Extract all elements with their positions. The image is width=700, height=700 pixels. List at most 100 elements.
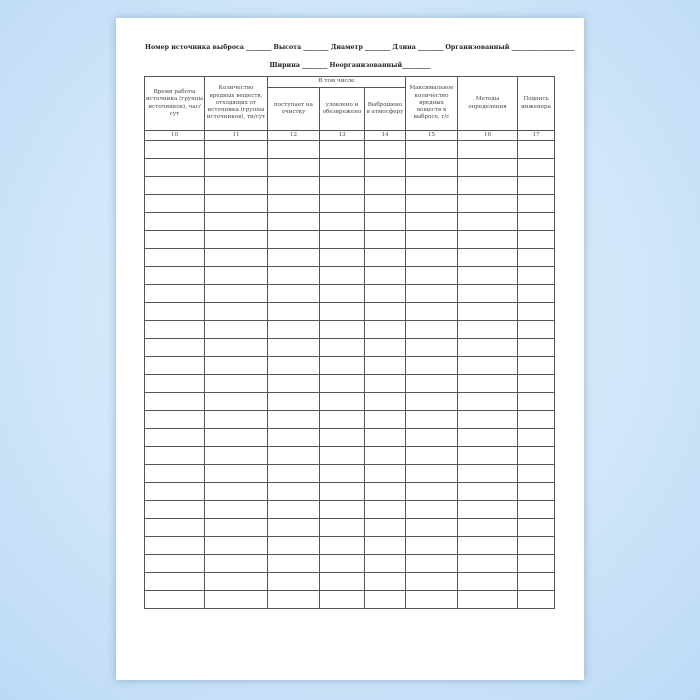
table-cell[interactable] [204, 428, 268, 447]
table-cell[interactable] [405, 392, 458, 411]
table-cell[interactable] [267, 230, 320, 249]
table-cell[interactable] [405, 248, 458, 267]
table-cell[interactable] [319, 428, 365, 447]
table-cell[interactable] [319, 140, 365, 159]
table-cell[interactable] [405, 320, 458, 339]
table-cell[interactable] [457, 230, 518, 249]
table-cell[interactable] [144, 302, 205, 321]
table-cell[interactable] [457, 392, 518, 411]
table-cell[interactable] [319, 176, 365, 195]
table-cell[interactable] [457, 194, 518, 213]
table-cell[interactable] [364, 428, 406, 447]
table-cell[interactable] [204, 230, 268, 249]
table-cell[interactable] [204, 464, 268, 483]
table-cell[interactable] [457, 356, 518, 375]
table-cell[interactable] [267, 410, 320, 429]
table-cell[interactable] [144, 518, 205, 537]
table-cell[interactable] [267, 248, 320, 267]
table-cell[interactable] [457, 428, 518, 447]
table-cell[interactable] [204, 590, 268, 609]
table-cell[interactable] [144, 266, 205, 285]
table-cell[interactable] [364, 374, 406, 393]
table-cell[interactable] [517, 284, 555, 303]
table-cell[interactable] [457, 572, 518, 591]
table-cell[interactable] [267, 338, 320, 357]
table-cell[interactable] [517, 320, 555, 339]
table-cell[interactable] [144, 500, 205, 519]
table-cell[interactable] [517, 590, 555, 609]
table-cell[interactable] [364, 320, 406, 339]
table-cell[interactable] [319, 500, 365, 519]
table-cell[interactable] [204, 158, 268, 177]
table-cell[interactable] [144, 230, 205, 249]
table-cell[interactable] [517, 374, 555, 393]
table-cell[interactable] [319, 194, 365, 213]
table-cell[interactable] [517, 176, 555, 195]
table-cell[interactable] [144, 410, 205, 429]
table-cell[interactable] [319, 230, 365, 249]
table-cell[interactable] [364, 464, 406, 483]
table-cell[interactable] [457, 374, 518, 393]
table-cell[interactable] [405, 230, 458, 249]
table-cell[interactable] [267, 266, 320, 285]
table-cell[interactable] [517, 482, 555, 501]
table-cell[interactable] [405, 536, 458, 555]
table-cell[interactable] [405, 590, 458, 609]
table-cell[interactable] [144, 176, 205, 195]
table-cell[interactable] [204, 554, 268, 573]
table-cell[interactable] [517, 212, 555, 231]
table-cell[interactable] [457, 554, 518, 573]
table-cell[interactable] [204, 212, 268, 231]
table-cell[interactable] [364, 446, 406, 465]
table-cell[interactable] [144, 140, 205, 159]
table-cell[interactable] [457, 338, 518, 357]
table-cell[interactable] [405, 338, 458, 357]
table-cell[interactable] [267, 590, 320, 609]
table-cell[interactable] [144, 536, 205, 555]
table-cell[interactable] [144, 446, 205, 465]
table-cell[interactable] [204, 338, 268, 357]
table-cell[interactable] [364, 266, 406, 285]
table-cell[interactable] [319, 302, 365, 321]
table-cell[interactable] [204, 356, 268, 375]
table-cell[interactable] [267, 518, 320, 537]
table-cell[interactable] [267, 536, 320, 555]
table-cell[interactable] [267, 284, 320, 303]
table-cell[interactable] [457, 248, 518, 267]
table-cell[interactable] [457, 482, 518, 501]
table-cell[interactable] [319, 536, 365, 555]
table-cell[interactable] [204, 248, 268, 267]
table-cell[interactable] [319, 212, 365, 231]
table-cell[interactable] [267, 554, 320, 573]
table-cell[interactable] [144, 356, 205, 375]
table-cell[interactable] [144, 212, 205, 231]
table-cell[interactable] [457, 140, 518, 159]
table-cell[interactable] [319, 374, 365, 393]
table-cell[interactable] [267, 158, 320, 177]
table-cell[interactable] [267, 392, 320, 411]
table-cell[interactable] [457, 536, 518, 555]
table-cell[interactable] [364, 518, 406, 537]
table-cell[interactable] [517, 338, 555, 357]
table-cell[interactable] [319, 446, 365, 465]
table-cell[interactable] [204, 536, 268, 555]
table-cell[interactable] [267, 428, 320, 447]
table-cell[interactable] [204, 446, 268, 465]
table-cell[interactable] [319, 572, 365, 591]
table-cell[interactable] [517, 446, 555, 465]
table-cell[interactable] [405, 482, 458, 501]
table-cell[interactable] [457, 518, 518, 537]
table-cell[interactable] [144, 284, 205, 303]
table-cell[interactable] [204, 500, 268, 519]
table-cell[interactable] [204, 518, 268, 537]
table-cell[interactable] [204, 302, 268, 321]
table-cell[interactable] [517, 428, 555, 447]
table-cell[interactable] [364, 176, 406, 195]
table-cell[interactable] [319, 284, 365, 303]
table-cell[interactable] [364, 572, 406, 591]
table-cell[interactable] [457, 158, 518, 177]
table-cell[interactable] [144, 320, 205, 339]
table-cell[interactable] [405, 410, 458, 429]
table-cell[interactable] [517, 464, 555, 483]
table-cell[interactable] [364, 590, 406, 609]
